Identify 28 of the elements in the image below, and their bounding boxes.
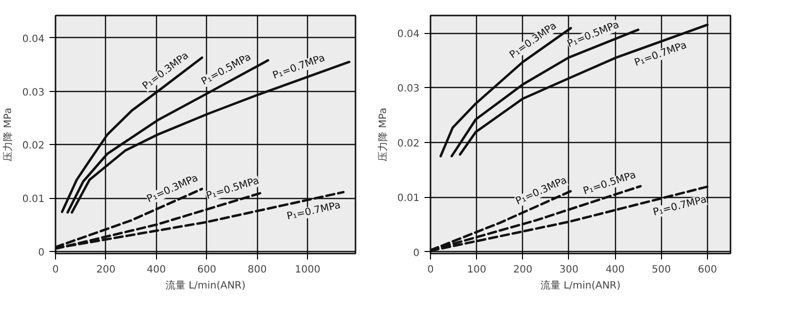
x-tick-label: 200 [96,264,116,276]
y-tick-label: 0.02 [22,140,44,152]
y-tick-label: 0.04 [397,29,420,40]
x-axis-title: 流量 L/min(ANR) [165,280,246,292]
x-tick-label: 0 [52,264,59,276]
y-tick-label: 0.02 [397,138,420,150]
x-tick-label: 0 [427,264,434,276]
y-tick-label: 0.01 [22,194,44,205]
x-tick-label: 500 [652,264,671,276]
x-tick-label: 800 [248,264,267,276]
y-tick-label: 0.04 [22,34,44,45]
x-tick-label: 1000 [294,264,320,276]
x-axis-title: 流量 L/min(ANR) [540,280,621,292]
x-tick-label: 100 [467,264,486,276]
text: P₁=0.7MPa [286,200,342,222]
y-axis-title: 压力降 MPa [2,108,14,162]
y-tick-label: 0 [413,248,420,259]
x-tick-label: 300 [559,264,579,276]
y-tick-label: 0.01 [397,193,420,204]
y-tick-label: 0.03 [22,87,44,98]
x-tick-label: 200 [513,264,532,276]
x-tick-label: 400 [146,264,166,276]
x-tick-label: 600 [698,264,717,276]
y-tick-label: 0 [38,247,45,258]
y-axis-title: 压力降 MPa [377,108,390,162]
y-tick-label: 0.03 [397,84,420,95]
x-tick-label: 600 [197,264,216,276]
x-tick-label: 400 [606,264,625,276]
